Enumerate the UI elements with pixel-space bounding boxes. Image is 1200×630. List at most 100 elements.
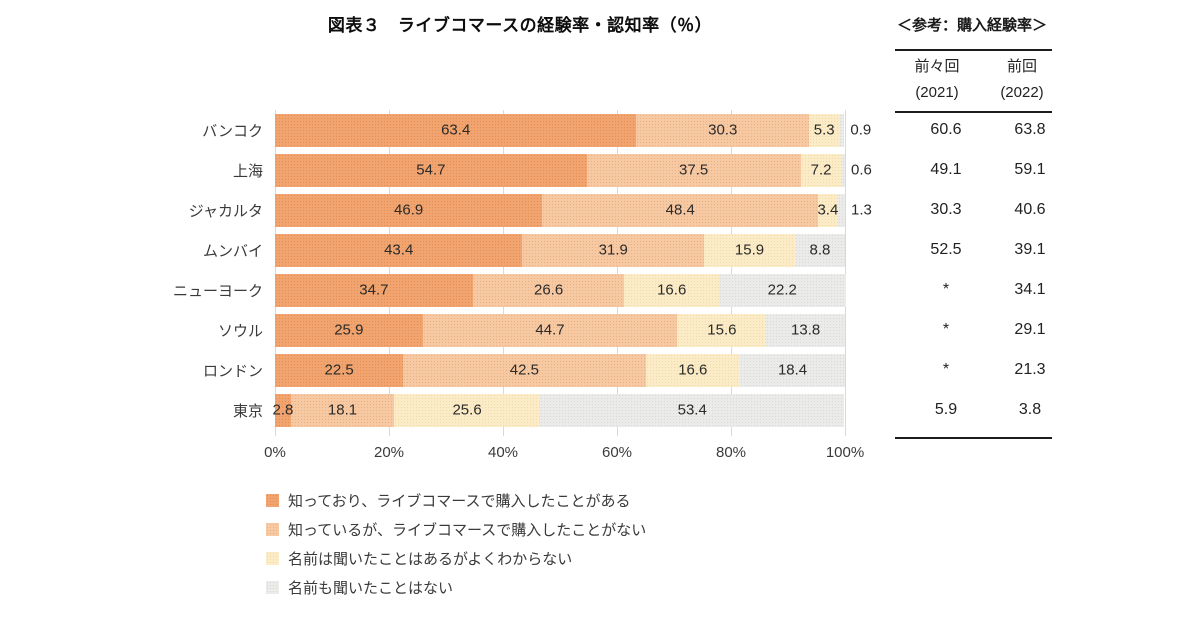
- bar-segment: 15.9: [704, 233, 795, 267]
- row-label: ジャカルタ: [188, 202, 263, 220]
- x-axis-tick: 40%: [487, 444, 519, 461]
- segment-value-label: 16.6: [657, 281, 687, 299]
- legend-label: 知っており、ライブコマースで購入したことがある: [288, 493, 631, 510]
- bar-segment: 42.5: [403, 353, 646, 387]
- bar-segment: 46.9: [275, 193, 543, 227]
- bar-track: 22.5 42.5 16.6 18.4: [275, 353, 845, 387]
- segment-value-label: 16.6: [678, 361, 708, 379]
- chart-row: ムンバイ 43.4 31.9 15.9 8.8 52.5 39.1: [130, 230, 1080, 270]
- legend-item: 名前も聞いたことはない: [266, 573, 646, 602]
- segment-value-label: 46.9: [394, 201, 424, 219]
- bar-segment: 22.2: [719, 273, 846, 307]
- bar-segment: 54.7: [275, 153, 587, 187]
- bar-segment: 16.6: [624, 273, 719, 307]
- chart-row: ロンドン 22.5 42.5 16.6 18.4 * 21.3: [130, 350, 1080, 390]
- segment-value-label-outside: 0.9: [850, 121, 872, 139]
- x-axis: 0% 20% 40% 60% 80% 100%: [264, 444, 864, 464]
- segment-value-label: 31.9: [598, 241, 628, 259]
- bar-segment: 22.5: [275, 353, 404, 387]
- bar-segment: 34.7: [275, 273, 473, 307]
- gridline: [845, 110, 846, 436]
- chart-row: ジャカルタ 46.9 48.4 3.4 1.3 30.3 40.6: [130, 190, 1080, 230]
- gridline: [503, 110, 504, 436]
- bar-segment: 18.4: [740, 353, 845, 387]
- plot-gridlines: [275, 110, 846, 436]
- legend-swatch-icon: [266, 581, 279, 594]
- reference-value-2021: 60.6: [930, 121, 962, 138]
- segment-value-label-outside: 1.3: [851, 201, 872, 219]
- bar-segment: 44.7: [422, 313, 678, 347]
- segment-value-label: 53.4: [677, 401, 707, 419]
- legend-swatch-icon: [266, 552, 279, 565]
- legend-swatch-icon: [266, 523, 279, 536]
- x-axis-tick: 0%: [264, 444, 286, 461]
- bar-segment: 2.8: [272, 393, 294, 427]
- segment-value-label: 18.4: [777, 361, 808, 379]
- legend-swatch-icon: [266, 494, 279, 507]
- segment-value-label: 22.5: [324, 361, 354, 379]
- bar-segment: 43.4: [275, 233, 523, 267]
- row-label: バンコク: [202, 122, 263, 140]
- bar-segment: 5.3: [809, 113, 840, 147]
- bar-segment: 13.8: [766, 313, 845, 347]
- reference-value-2021: *: [942, 321, 950, 338]
- segment-value-label: 3.4: [817, 201, 839, 219]
- bar-segment: [839, 113, 845, 147]
- reference-value-2021: *: [942, 361, 950, 378]
- segment-value-label: 37.5: [679, 161, 709, 179]
- row-label: ロンドン: [202, 362, 263, 380]
- segment-value-label: 25.6: [452, 401, 482, 419]
- reference-value-2021: 52.5: [930, 241, 962, 258]
- row-label: ソウル: [217, 322, 263, 340]
- bar-segment: 48.4: [542, 193, 819, 227]
- reference-value-2021: 49.1: [930, 161, 962, 178]
- bar-segment: 16.6: [645, 353, 741, 387]
- reference-value-2022: 63.8: [1014, 121, 1046, 138]
- segment-value-label: 26.6: [533, 281, 564, 299]
- bar-segment: 15.6: [677, 313, 767, 347]
- segment-value-label-outside: 0.6: [851, 161, 872, 179]
- segment-value-label: 18.1: [327, 401, 358, 419]
- chart-row: ニューヨーク 34.7 26.6 16.6 22.2 * 34.1: [130, 270, 1080, 310]
- bar-track: 46.9 48.4 3.4 1.3: [275, 193, 872, 227]
- bar-segment: 63.4: [275, 113, 637, 147]
- legend-label: 名前も聞いたことはない: [288, 580, 454, 597]
- chart-legend: 知っており、ライブコマースで購入したことがある 知っているが、ライブコマースで購入…: [266, 486, 646, 602]
- bar-segment: 30.3: [636, 113, 810, 147]
- legend-item: 知っており、ライブコマースで購入したことがある: [266, 486, 646, 515]
- segment-value-label: 63.4: [441, 121, 471, 139]
- bar-segment: 18.1: [290, 393, 395, 427]
- row-label: 東京: [232, 402, 263, 420]
- segment-value-label: 34.7: [359, 281, 389, 299]
- bar-track: 25.9 44.7 15.6 13.8: [275, 313, 845, 347]
- legend-label: 名前は聞いたことはあるがよくわからない: [288, 551, 573, 568]
- row-label: ニューヨーク: [172, 282, 263, 300]
- segment-value-label: 44.7: [535, 321, 565, 339]
- bar-segment: 31.9: [522, 233, 705, 267]
- reference-value-2022: 59.1: [1014, 161, 1046, 178]
- segment-value-label: 13.8: [791, 321, 821, 339]
- x-axis-tick: 100%: [825, 444, 865, 461]
- bar-segment: 25.6: [394, 393, 541, 427]
- bar-segment: [841, 153, 845, 187]
- segment-value-label: 15.9: [734, 241, 765, 259]
- bar-segment: 25.9: [275, 313, 423, 347]
- bar-segment: 37.5: [586, 153, 801, 187]
- chart-row: バンコク 63.4 30.3 5.3 0.9 60.6 63.8: [130, 110, 1080, 150]
- segment-value-label: 15.6: [707, 321, 737, 339]
- segment-value-label: 48.4: [665, 201, 695, 219]
- bar-segment: 3.4: [817, 193, 839, 227]
- x-axis-tick: 60%: [601, 444, 633, 461]
- segment-value-label: 5.3: [813, 121, 835, 139]
- row-label: ムンバイ: [202, 242, 263, 260]
- x-axis-tick: 80%: [715, 444, 747, 461]
- reference-column-year: (2021): [915, 84, 959, 101]
- bar-segment: [837, 193, 845, 227]
- segment-value-label: 2.8: [272, 401, 294, 419]
- row-label: 上海: [232, 162, 263, 180]
- bar-segment: 7.2: [800, 153, 842, 187]
- reference-value-2021: *: [942, 281, 950, 298]
- reference-value-2022: 34.1: [1014, 281, 1046, 298]
- segment-value-label: 22.2: [767, 281, 797, 299]
- reference-column-title: 前回: [1006, 58, 1037, 75]
